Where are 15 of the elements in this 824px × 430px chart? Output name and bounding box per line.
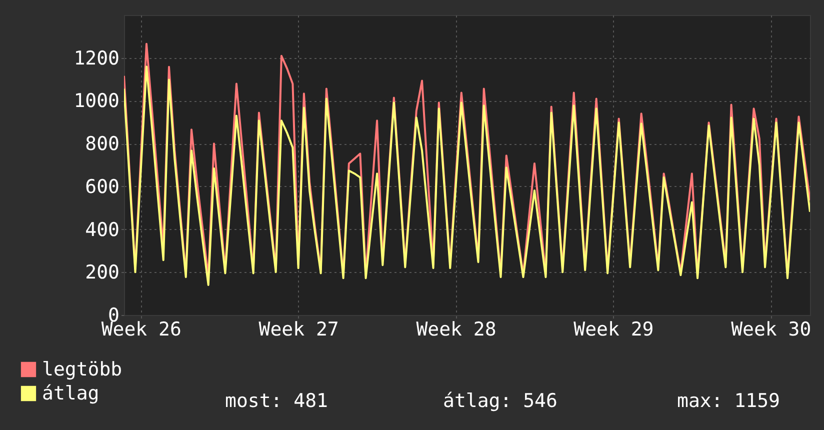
legend-label: legtöbb <box>42 358 122 380</box>
y-tick-label: 1200 <box>74 47 120 70</box>
text: most: 481 <box>225 390 328 412</box>
text: max: 1159 <box>677 390 780 412</box>
y-tick-label: 200 <box>85 262 120 284</box>
text: átlag: 546 <box>443 390 558 412</box>
y-tick-label: 600 <box>85 176 120 198</box>
x-tick-label: Week 27 <box>258 318 339 340</box>
x-tick-label: Week 28 <box>416 318 496 340</box>
y-tick-label: 800 <box>85 133 120 156</box>
legend-label: átlag <box>42 382 100 404</box>
x-tick-label: Week 29 <box>574 318 654 340</box>
y-tick-label: 1000 <box>74 90 120 112</box>
x-tick-label: Week 30 <box>731 318 812 340</box>
y-tick-label: 400 <box>85 218 120 241</box>
